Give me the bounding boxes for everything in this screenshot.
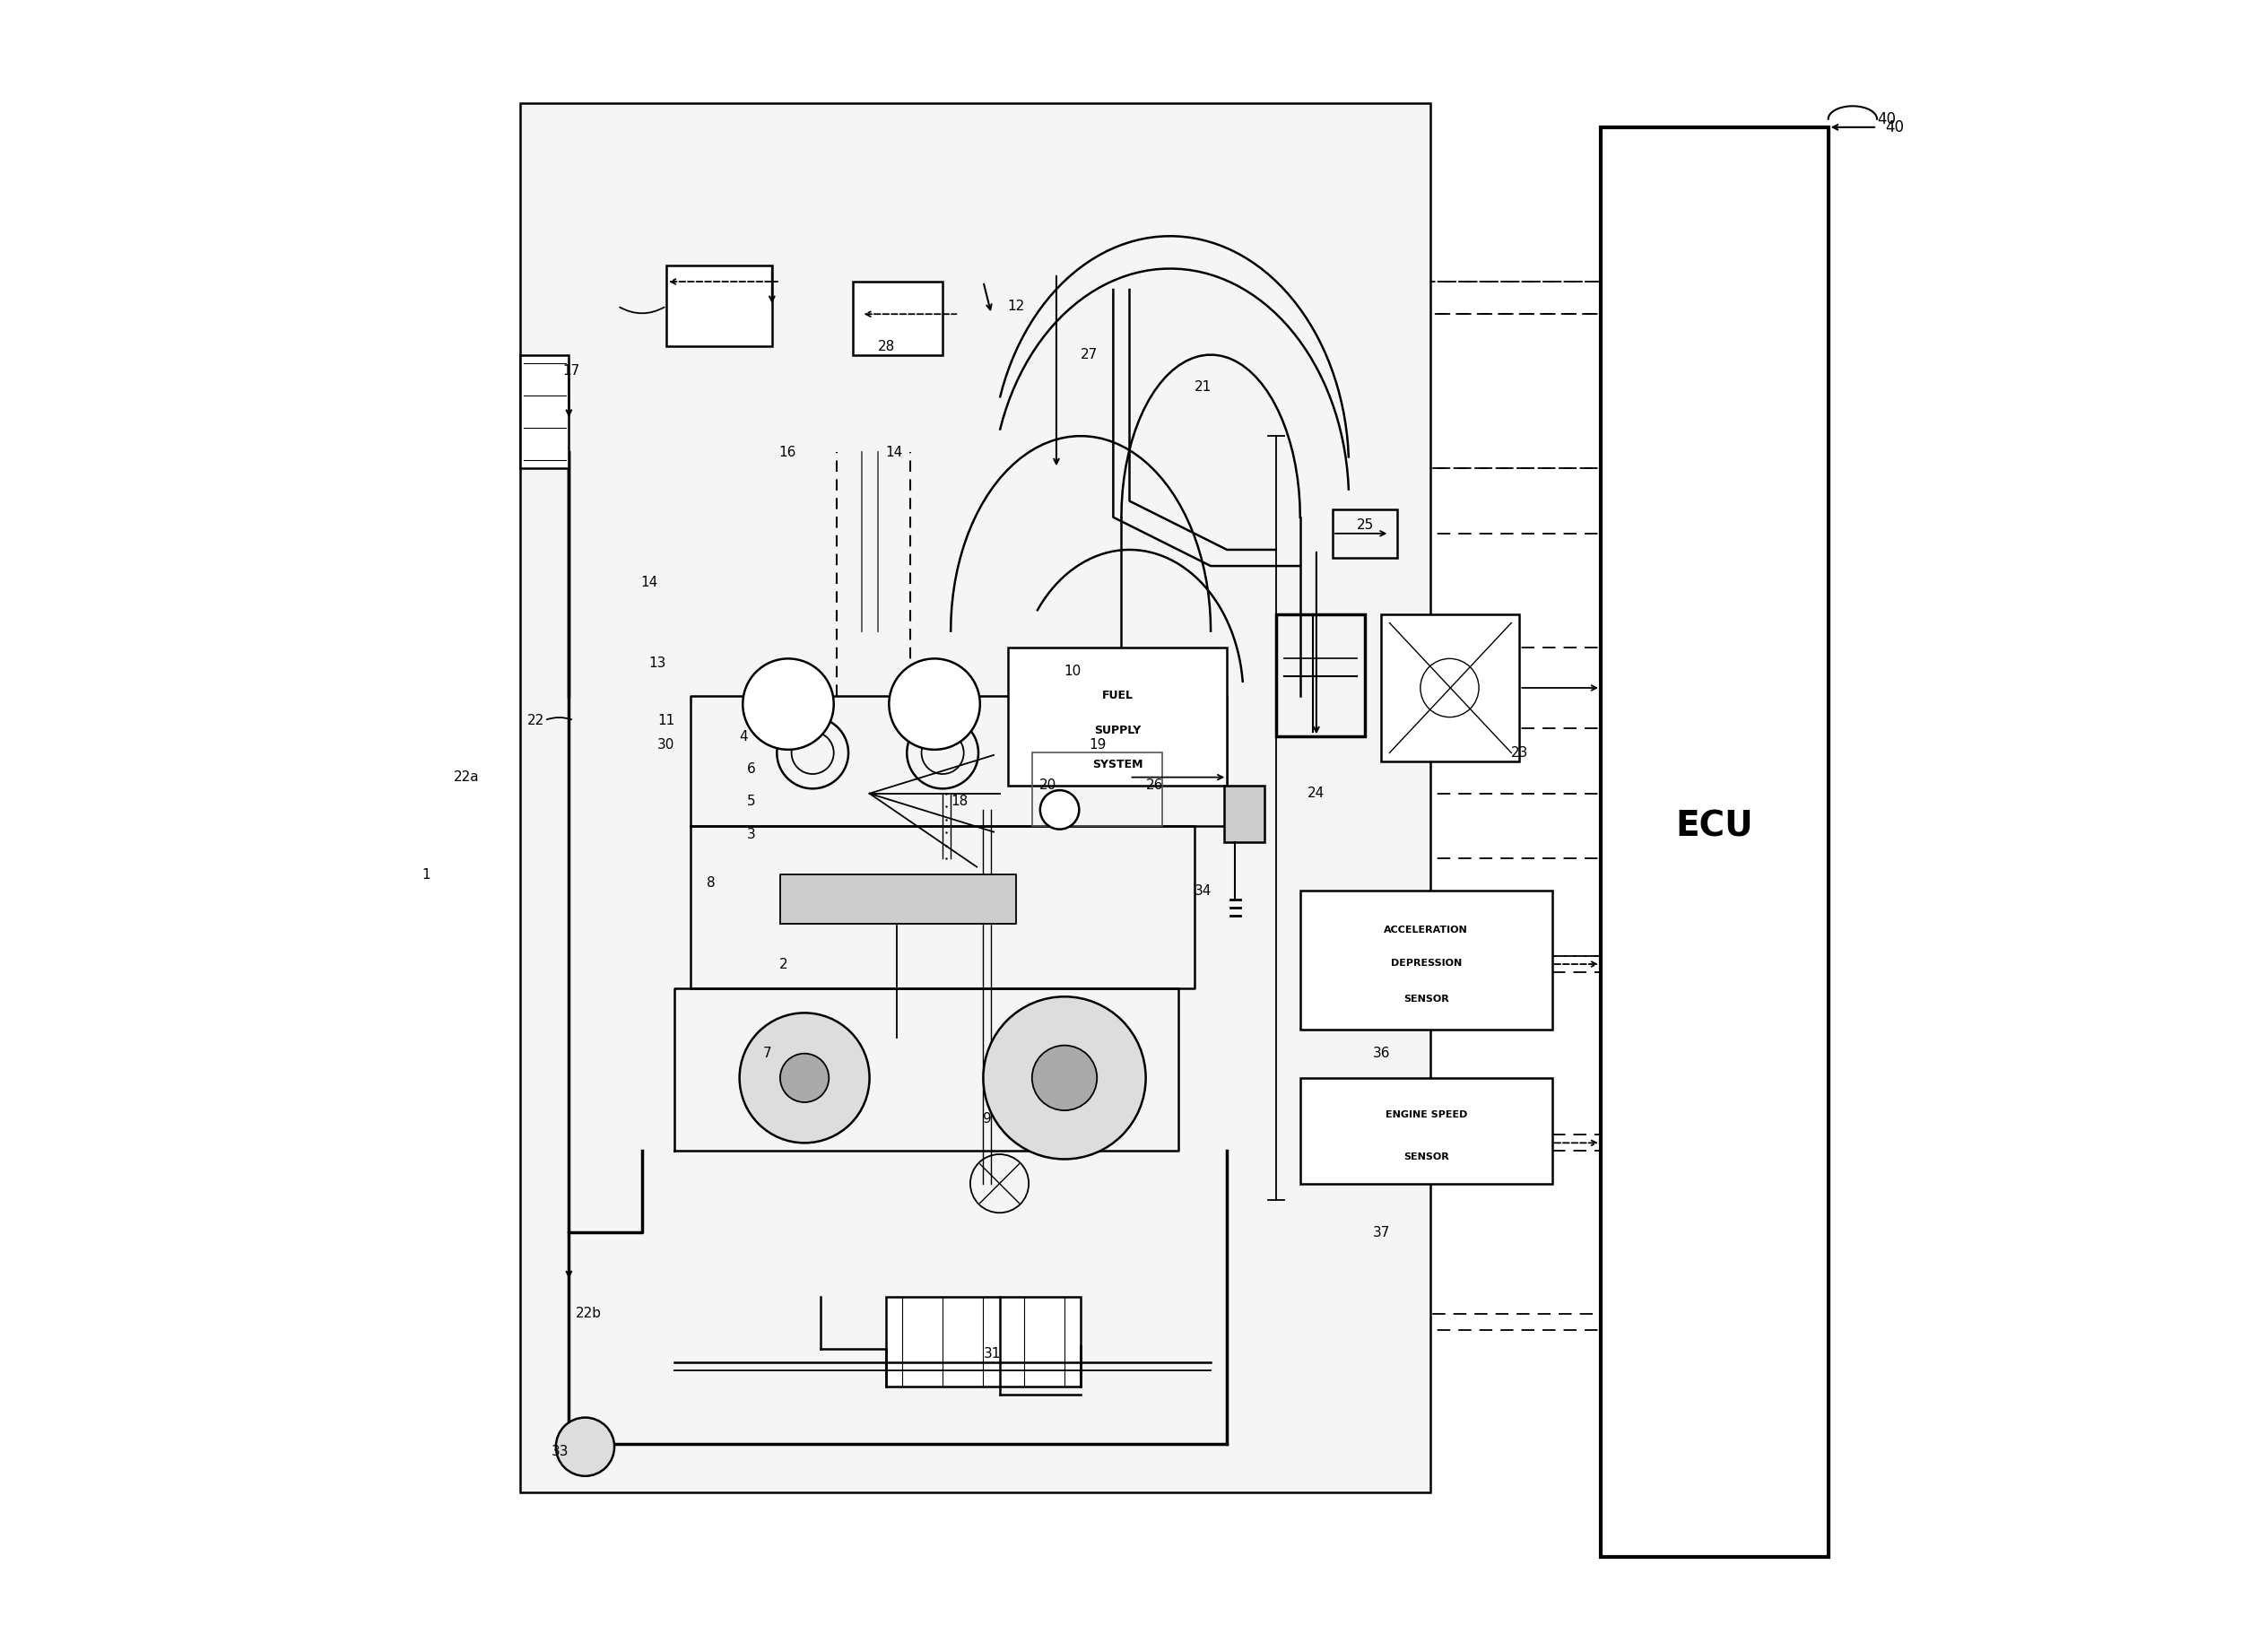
Bar xyxy=(1301,1077,1552,1183)
Circle shape xyxy=(739,1013,870,1143)
Bar xyxy=(1032,753,1161,826)
Text: 18: 18 xyxy=(951,795,969,808)
Text: 9: 9 xyxy=(983,1112,992,1125)
Text: 22b: 22b xyxy=(576,1307,601,1320)
Text: 19: 19 xyxy=(1089,738,1107,752)
Circle shape xyxy=(779,1054,829,1102)
Bar xyxy=(1224,785,1265,843)
Text: 31: 31 xyxy=(983,1348,1001,1361)
Text: 7: 7 xyxy=(764,1047,773,1061)
Text: 14: 14 xyxy=(642,575,657,590)
Circle shape xyxy=(1039,790,1080,829)
Text: ECU: ECU xyxy=(1676,809,1753,843)
Text: 8: 8 xyxy=(707,876,716,890)
Text: SUPPLY: SUPPLY xyxy=(1093,724,1141,735)
Text: SENSOR: SENSOR xyxy=(1403,1153,1448,1161)
Text: FUEL: FUEL xyxy=(1102,691,1134,702)
Polygon shape xyxy=(691,695,1227,826)
Text: 22: 22 xyxy=(526,714,544,727)
Circle shape xyxy=(556,1417,614,1475)
Circle shape xyxy=(743,659,834,750)
Bar xyxy=(854,281,942,355)
Circle shape xyxy=(983,996,1145,1160)
Polygon shape xyxy=(675,988,1179,1151)
Text: SENSOR: SENSOR xyxy=(1403,995,1448,1003)
Text: 40: 40 xyxy=(1884,119,1904,135)
Bar xyxy=(1301,890,1552,1029)
Text: SYSTEM: SYSTEM xyxy=(1091,758,1143,770)
Bar xyxy=(1333,509,1398,558)
Circle shape xyxy=(890,659,980,750)
Bar xyxy=(1276,615,1364,737)
Text: 28: 28 xyxy=(879,340,895,354)
Polygon shape xyxy=(779,876,1017,923)
Text: 16: 16 xyxy=(779,446,797,459)
Bar xyxy=(520,355,569,469)
Text: 12: 12 xyxy=(1008,299,1026,312)
Text: 36: 36 xyxy=(1373,1047,1392,1061)
Bar xyxy=(1602,127,1828,1558)
Text: 5: 5 xyxy=(748,795,757,808)
Bar xyxy=(666,266,773,347)
Text: 21: 21 xyxy=(1195,380,1211,393)
Text: 13: 13 xyxy=(648,657,666,671)
Text: 27: 27 xyxy=(1080,349,1098,362)
Bar xyxy=(520,102,1430,1492)
Text: 24: 24 xyxy=(1308,786,1324,800)
Circle shape xyxy=(1032,1046,1098,1110)
Text: 3: 3 xyxy=(748,828,757,841)
Text: 2: 2 xyxy=(779,958,788,971)
Text: 23: 23 xyxy=(1511,747,1529,760)
Text: 6: 6 xyxy=(748,762,757,776)
Text: 34: 34 xyxy=(1195,884,1211,897)
Bar xyxy=(1008,648,1227,785)
Text: 30: 30 xyxy=(657,738,675,752)
Text: 10: 10 xyxy=(1064,664,1080,679)
Text: 37: 37 xyxy=(1373,1226,1392,1239)
Text: 40: 40 xyxy=(1877,111,1895,127)
Text: 1: 1 xyxy=(422,867,431,882)
Text: 22a: 22a xyxy=(454,770,479,785)
Text: 26: 26 xyxy=(1145,778,1163,791)
Text: ACCELERATION: ACCELERATION xyxy=(1385,925,1468,933)
Text: 25: 25 xyxy=(1358,519,1373,532)
Text: 4: 4 xyxy=(739,730,748,743)
Polygon shape xyxy=(691,826,1195,988)
Text: 17: 17 xyxy=(562,363,581,378)
Text: DEPRESSION: DEPRESSION xyxy=(1392,958,1462,968)
Bar xyxy=(886,1297,1080,1386)
Text: 33: 33 xyxy=(551,1446,569,1459)
Text: ENGINE SPEED: ENGINE SPEED xyxy=(1385,1110,1466,1120)
Text: 11: 11 xyxy=(657,714,675,727)
Text: 14: 14 xyxy=(886,446,904,459)
Text: 20: 20 xyxy=(1039,778,1057,791)
Bar xyxy=(1380,615,1520,762)
